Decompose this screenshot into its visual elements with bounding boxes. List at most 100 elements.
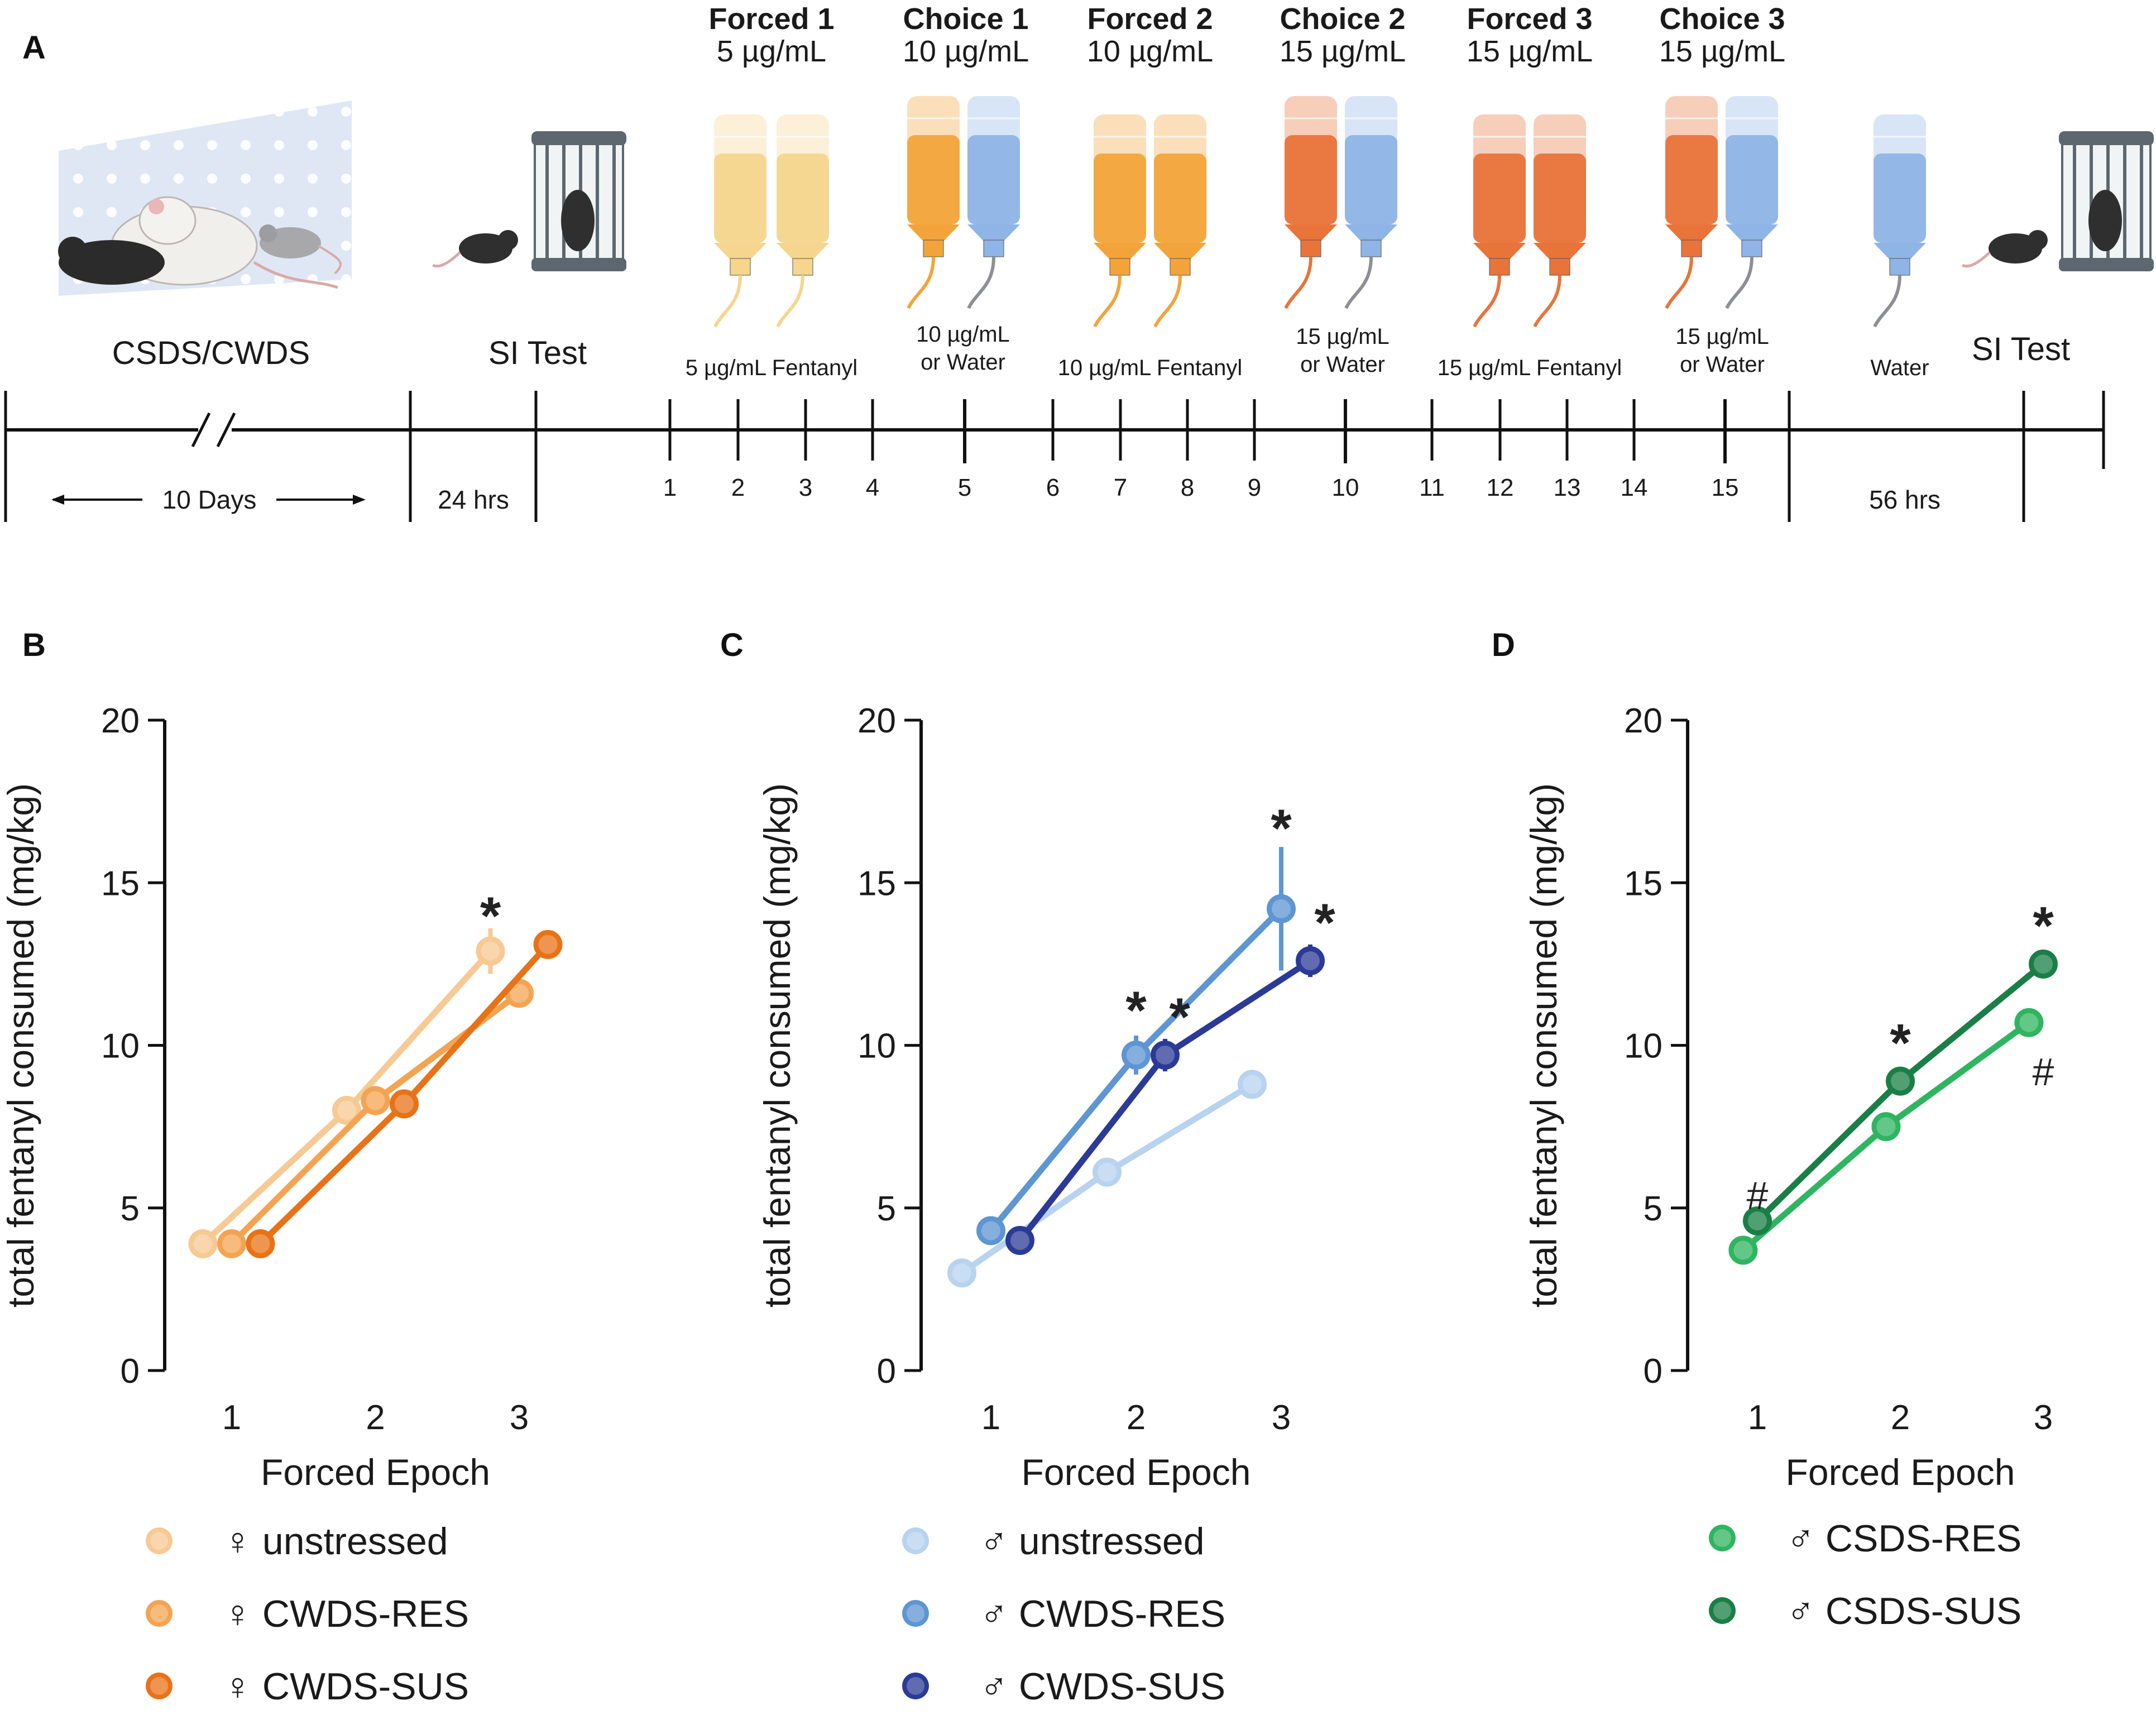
data-point <box>1238 1070 1267 1099</box>
label-choice-3-line1: 15 µg/mL <box>1675 324 1769 349</box>
day-label-9: 9 <box>1248 474 1261 501</box>
data-point <box>332 1096 361 1125</box>
bottle-water-choice-2 <box>1344 96 1397 309</box>
si-test-illustration-1 <box>432 131 626 271</box>
data-point <box>1151 1040 1180 1070</box>
annotation-hash-3: # <box>2033 1050 2054 1094</box>
data-point-highlight <box>1301 951 1320 971</box>
header-forced-3-conc: 15 µg/mL <box>1467 35 1593 68</box>
data-point-highlight <box>395 1094 414 1114</box>
label-choice-2-line2: or Water <box>1300 352 1385 377</box>
legend-marker-0 <box>1709 1525 1736 1551</box>
csds-illustration <box>58 100 352 296</box>
day-ticks: 1 2 3 4 5 6 7 8 9 10 11 12 13 14 15 <box>663 399 1739 501</box>
day-label-15: 15 <box>1712 474 1739 501</box>
data-point <box>1886 1066 1915 1096</box>
header-choice-3-conc: 15 µg/mL <box>1659 35 1785 68</box>
stage-si-test-2: SI Test <box>1972 331 2070 367</box>
label-forced-3: 15 µg/mL Fentanyl <box>1438 356 1622 380</box>
y-tick-label-5: 5 <box>121 1190 140 1228</box>
day-label-13: 13 <box>1554 474 1581 501</box>
header-forced-2-conc: 10 µg/mL <box>1087 35 1213 68</box>
data-point <box>361 1086 390 1115</box>
data-point-highlight <box>1876 1117 1896 1137</box>
data-point-highlight <box>222 1234 241 1253</box>
x-axis-title: Forced Epoch <box>1786 1451 2015 1493</box>
data-point-highlight <box>1733 1240 1753 1260</box>
label-forced-1: 5 µg/mL Fentanyl <box>686 356 857 380</box>
legend-marker-1 <box>902 1600 929 1627</box>
data-point-highlight <box>510 984 529 1003</box>
data-point <box>188 1229 218 1258</box>
epoch-headers: Forced 1 5 µg/mL Choice 1 10 µg/mL Force… <box>708 2 1785 68</box>
x-tick-label-1: 1 <box>1748 1398 1767 1437</box>
data-point <box>976 1216 1005 1245</box>
series-1 <box>976 847 1296 1245</box>
data-point <box>1267 894 1296 923</box>
day-label-5: 5 <box>958 474 971 501</box>
y-tick-label-10: 10 <box>101 1027 140 1066</box>
y-tick-label-15: 15 <box>101 864 140 903</box>
day-label-2: 2 <box>731 474 745 501</box>
bottle-fentanyl-10-choice <box>907 96 960 309</box>
label-water: Water <box>1870 356 1929 380</box>
data-point-highlight <box>2019 1013 2039 1032</box>
legend-marker-highlight-0 <box>907 1532 924 1550</box>
data-point <box>390 1089 419 1119</box>
annotation-star-3: * <box>1314 893 1335 952</box>
y-tick-label-20: 20 <box>101 702 140 740</box>
y-axis-title: total fentanyl consumed (mg/kg) <box>756 783 798 1307</box>
label-forced-2: 10 µg/mL Fentanyl <box>1058 356 1243 380</box>
data-point-highlight <box>481 941 500 961</box>
legend-marker-0 <box>146 1527 173 1554</box>
data-point <box>533 930 563 959</box>
data-point <box>2029 949 2058 979</box>
day-label-8: 8 <box>1181 474 1194 501</box>
duration-10-days: 10 Days <box>162 485 257 514</box>
y-tick-label-20: 20 <box>857 702 896 740</box>
data-point <box>217 1229 246 1258</box>
data-point <box>1728 1235 1758 1265</box>
data-point-highlight <box>2034 954 2053 974</box>
stage-si-test-1: SI Test <box>488 335 587 371</box>
legend-marker-highlight-1 <box>150 1604 168 1622</box>
data-point <box>1871 1112 1901 1142</box>
legend-label-2: ♂ CWDS-SUS <box>980 1665 1225 1708</box>
bottle-water-choice-1 <box>967 96 1020 309</box>
day-label-1: 1 <box>663 474 677 501</box>
legend-label-0: ♂ unstressed <box>980 1520 1205 1563</box>
series-0 <box>947 1070 1267 1288</box>
header-choice-3-title: Choice 3 <box>1659 2 1785 36</box>
y-tick-label-5: 5 <box>877 1190 896 1228</box>
data-point <box>2014 1008 2044 1037</box>
legend-marker-highlight-0 <box>1713 1529 1731 1547</box>
x-axis-title: Forced Epoch <box>1022 1451 1251 1493</box>
y-tick-label-10: 10 <box>1624 1027 1662 1066</box>
data-point <box>1743 1206 1772 1236</box>
y-tick-label-0: 0 <box>1644 1352 1662 1391</box>
durations: 10 Days 24 hrs 56 hrs <box>51 485 1941 514</box>
legend-marker-1 <box>1709 1597 1736 1624</box>
panel-letter-a: A <box>22 30 46 66</box>
x-tick-label-3: 3 <box>510 1398 529 1437</box>
legend-label-0: ♂ CSDS-RES <box>1786 1517 2021 1560</box>
bottle-fentanyl-15-b <box>1533 114 1586 328</box>
data-point-highlight <box>1748 1211 1767 1231</box>
legend-marker-2 <box>146 1673 173 1699</box>
y-tick-label-0: 0 <box>877 1352 896 1391</box>
legend-marker-highlight-1 <box>907 1604 924 1622</box>
y-axis-title: total fentanyl consumed (mg/kg) <box>1523 783 1564 1307</box>
annotation-star-0: * <box>480 887 501 946</box>
legend-label-0: ♀ unstressed <box>223 1520 448 1563</box>
bottle-labels: 5 µg/mL Fentanyl 10 µg/mL or Water 10 µg… <box>686 322 1929 380</box>
legend-label-2: ♀ CWDS-SUS <box>223 1665 469 1708</box>
data-point <box>476 936 505 966</box>
legend-label-1: ♂ CSDS-SUS <box>1786 1590 2021 1632</box>
series-line-2 <box>1017 958 1312 1243</box>
legend-marker-0 <box>902 1527 929 1554</box>
bottle-fentanyl-15-a <box>1473 114 1526 328</box>
series-1 <box>217 979 534 1258</box>
data-point-highlight <box>1098 1162 1117 1182</box>
data-point-highlight <box>251 1234 270 1253</box>
legend-marker-2 <box>902 1673 929 1699</box>
